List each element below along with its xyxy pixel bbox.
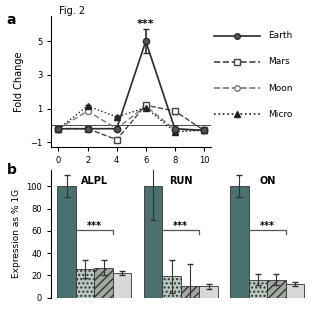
Text: Fig. 2: Fig. 2 bbox=[59, 6, 85, 16]
X-axis label: Time (days): Time (days) bbox=[102, 171, 160, 181]
Text: ***: *** bbox=[87, 220, 102, 231]
Text: Moon: Moon bbox=[268, 84, 292, 93]
Bar bbox=[199, 286, 218, 298]
Y-axis label: Expression as % 1G: Expression as % 1G bbox=[12, 189, 21, 278]
Bar bbox=[57, 186, 76, 298]
Text: a: a bbox=[6, 13, 16, 27]
Bar bbox=[162, 276, 181, 298]
Text: ALPL: ALPL bbox=[81, 176, 108, 186]
Text: ***: *** bbox=[173, 220, 188, 231]
Bar bbox=[76, 269, 94, 298]
Text: Micro: Micro bbox=[268, 110, 292, 119]
Bar bbox=[94, 268, 113, 298]
Bar bbox=[230, 186, 249, 298]
Text: ***: *** bbox=[260, 220, 275, 231]
Bar bbox=[267, 280, 286, 298]
Bar bbox=[181, 286, 199, 298]
Text: ON: ON bbox=[259, 176, 276, 186]
Bar bbox=[113, 273, 132, 298]
Text: Mars: Mars bbox=[268, 57, 289, 67]
Text: ***: *** bbox=[137, 19, 155, 29]
Text: b: b bbox=[6, 163, 16, 177]
Text: Earth: Earth bbox=[268, 31, 292, 40]
Bar bbox=[286, 284, 304, 298]
Bar bbox=[249, 280, 267, 298]
Bar bbox=[144, 186, 162, 298]
Y-axis label: Fold Change: Fold Change bbox=[14, 51, 24, 112]
Text: RUN: RUN bbox=[169, 176, 193, 186]
